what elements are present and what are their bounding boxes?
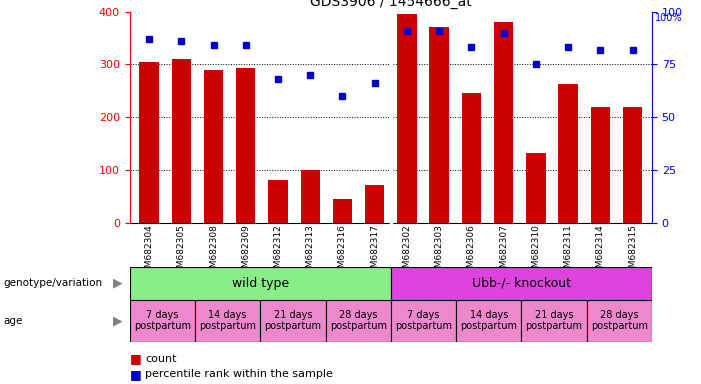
Text: ■: ■	[130, 368, 145, 381]
Bar	[522, 300, 587, 342]
Bar	[397, 14, 416, 223]
Text: GSM682312: GSM682312	[273, 224, 283, 279]
Text: GSM682310: GSM682310	[531, 224, 540, 279]
Text: ▶: ▶	[113, 314, 123, 327]
Bar	[559, 84, 578, 223]
Text: GSM682304: GSM682304	[144, 224, 154, 279]
Text: age: age	[4, 316, 23, 326]
Text: GSM682307: GSM682307	[499, 224, 508, 279]
Bar	[456, 300, 522, 342]
Text: 14 days
postpartum: 14 days postpartum	[461, 310, 517, 331]
Bar	[139, 62, 158, 223]
Text: GSM682315: GSM682315	[628, 224, 637, 279]
Text: 7 days
postpartum: 7 days postpartum	[134, 310, 191, 331]
Text: GSM682311: GSM682311	[564, 224, 573, 279]
Text: percentile rank within the sample: percentile rank within the sample	[145, 369, 333, 379]
Bar	[494, 22, 513, 223]
Text: ■: ■	[130, 353, 145, 366]
Bar	[172, 59, 191, 223]
Bar	[623, 107, 642, 223]
Bar	[333, 199, 352, 223]
Text: 28 days
postpartum: 28 days postpartum	[329, 310, 387, 331]
Text: GSM682302: GSM682302	[402, 224, 411, 279]
Bar	[301, 170, 320, 223]
Bar	[236, 68, 255, 223]
Text: 14 days
postpartum: 14 days postpartum	[199, 310, 256, 331]
Text: 100%: 100%	[655, 13, 683, 23]
Text: GSM682316: GSM682316	[338, 224, 347, 279]
Bar	[204, 70, 223, 223]
Text: 28 days
postpartum: 28 days postpartum	[591, 310, 648, 331]
Text: GSM682303: GSM682303	[435, 224, 444, 279]
Bar	[130, 300, 195, 342]
Text: wild type: wild type	[232, 277, 289, 290]
Text: GSM682314: GSM682314	[596, 224, 605, 279]
Text: genotype/variation: genotype/variation	[4, 278, 102, 288]
Text: ▶: ▶	[113, 277, 123, 290]
Text: GSM682309: GSM682309	[241, 224, 250, 279]
Title: GDS3906 / 1454666_at: GDS3906 / 1454666_at	[310, 0, 472, 9]
Text: Ubb-/- knockout: Ubb-/- knockout	[472, 277, 571, 290]
Bar	[268, 180, 287, 223]
Text: count: count	[145, 354, 177, 364]
Bar	[462, 93, 481, 223]
Bar	[391, 267, 652, 300]
Bar	[391, 300, 456, 342]
Text: GSM682306: GSM682306	[467, 224, 476, 279]
Bar	[365, 185, 384, 223]
Text: 21 days
postpartum: 21 days postpartum	[526, 310, 583, 331]
Bar	[430, 27, 449, 223]
Bar	[130, 267, 391, 300]
Text: GSM682308: GSM682308	[209, 224, 218, 279]
Text: GSM682317: GSM682317	[370, 224, 379, 279]
Bar	[325, 300, 391, 342]
Text: 21 days
postpartum: 21 days postpartum	[264, 310, 321, 331]
Bar	[591, 107, 610, 223]
Bar	[587, 300, 652, 342]
Bar	[526, 153, 545, 223]
Bar	[195, 300, 260, 342]
Text: GSM682305: GSM682305	[177, 224, 186, 279]
Bar	[260, 300, 325, 342]
Text: 7 days
postpartum: 7 days postpartum	[395, 310, 452, 331]
Text: GSM682313: GSM682313	[306, 224, 315, 279]
